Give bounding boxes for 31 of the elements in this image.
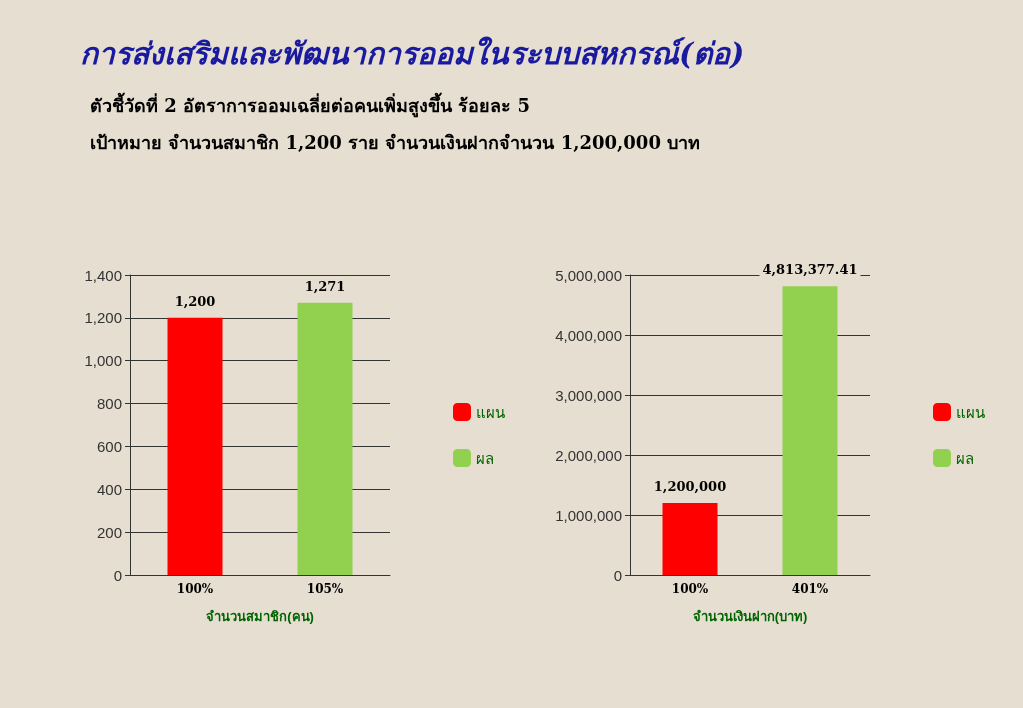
y-tick-label: 4,000,000: [555, 326, 622, 344]
y-tick-label: 1,400: [84, 266, 122, 284]
x-tick-label: 105%: [306, 582, 344, 596]
data-label: 1,200,000: [653, 479, 727, 494]
y-tick-label: 2,000,000: [555, 446, 622, 464]
data-label: 4,813,377.41: [762, 262, 858, 278]
y-tick-label: 1,200: [84, 309, 122, 327]
y-tick-label: 3,000,000: [555, 386, 622, 404]
data-label: 1,200: [174, 293, 216, 309]
x-axis-title: จำนวนสมาชิก(คน): [206, 609, 314, 624]
legend-label: ผล: [956, 449, 974, 467]
legend-label: แผน: [956, 403, 985, 421]
y-tick-label: 0: [113, 566, 122, 584]
text: เป้าหมาย จำนวนสมาชิก 1,200 ราย จำนวนเงินฝากจำนวน 1,200,000 บาท: [90, 131, 702, 155]
y-tick-label: 1,000: [84, 352, 122, 370]
chart-title: การส่งเสริมและพัฒนาการออมในระบบสหกรณ์(ต่อ): [80, 35, 746, 73]
x-tick-label: 401%: [791, 582, 829, 596]
y-tick-label: 5,000,000: [555, 266, 622, 284]
legend-label: แผน: [476, 403, 505, 421]
data-label: 1,271: [304, 278, 346, 294]
legend-label: ผล: [476, 449, 494, 467]
x-tick-label: 100%: [176, 582, 214, 596]
x-tick-label: 100%: [671, 582, 709, 596]
y-tick-label: 400: [96, 480, 122, 498]
x-axis-title: จำนวนเงินฝาก(บาท): [692, 609, 808, 624]
y-tick-label: 0: [613, 566, 622, 584]
y-tick-label: 800: [96, 395, 122, 413]
y-tick-label: 600: [96, 437, 122, 455]
y-tick-label: 1,000,000: [555, 506, 622, 524]
y-tick-label: 200: [96, 523, 122, 541]
text: ตัวชี้วัดที่ 2 อัตราการออมเฉลี่ยต่อคนเพิ่มสูงขึ้น ร้อยละ 5: [90, 91, 532, 120]
